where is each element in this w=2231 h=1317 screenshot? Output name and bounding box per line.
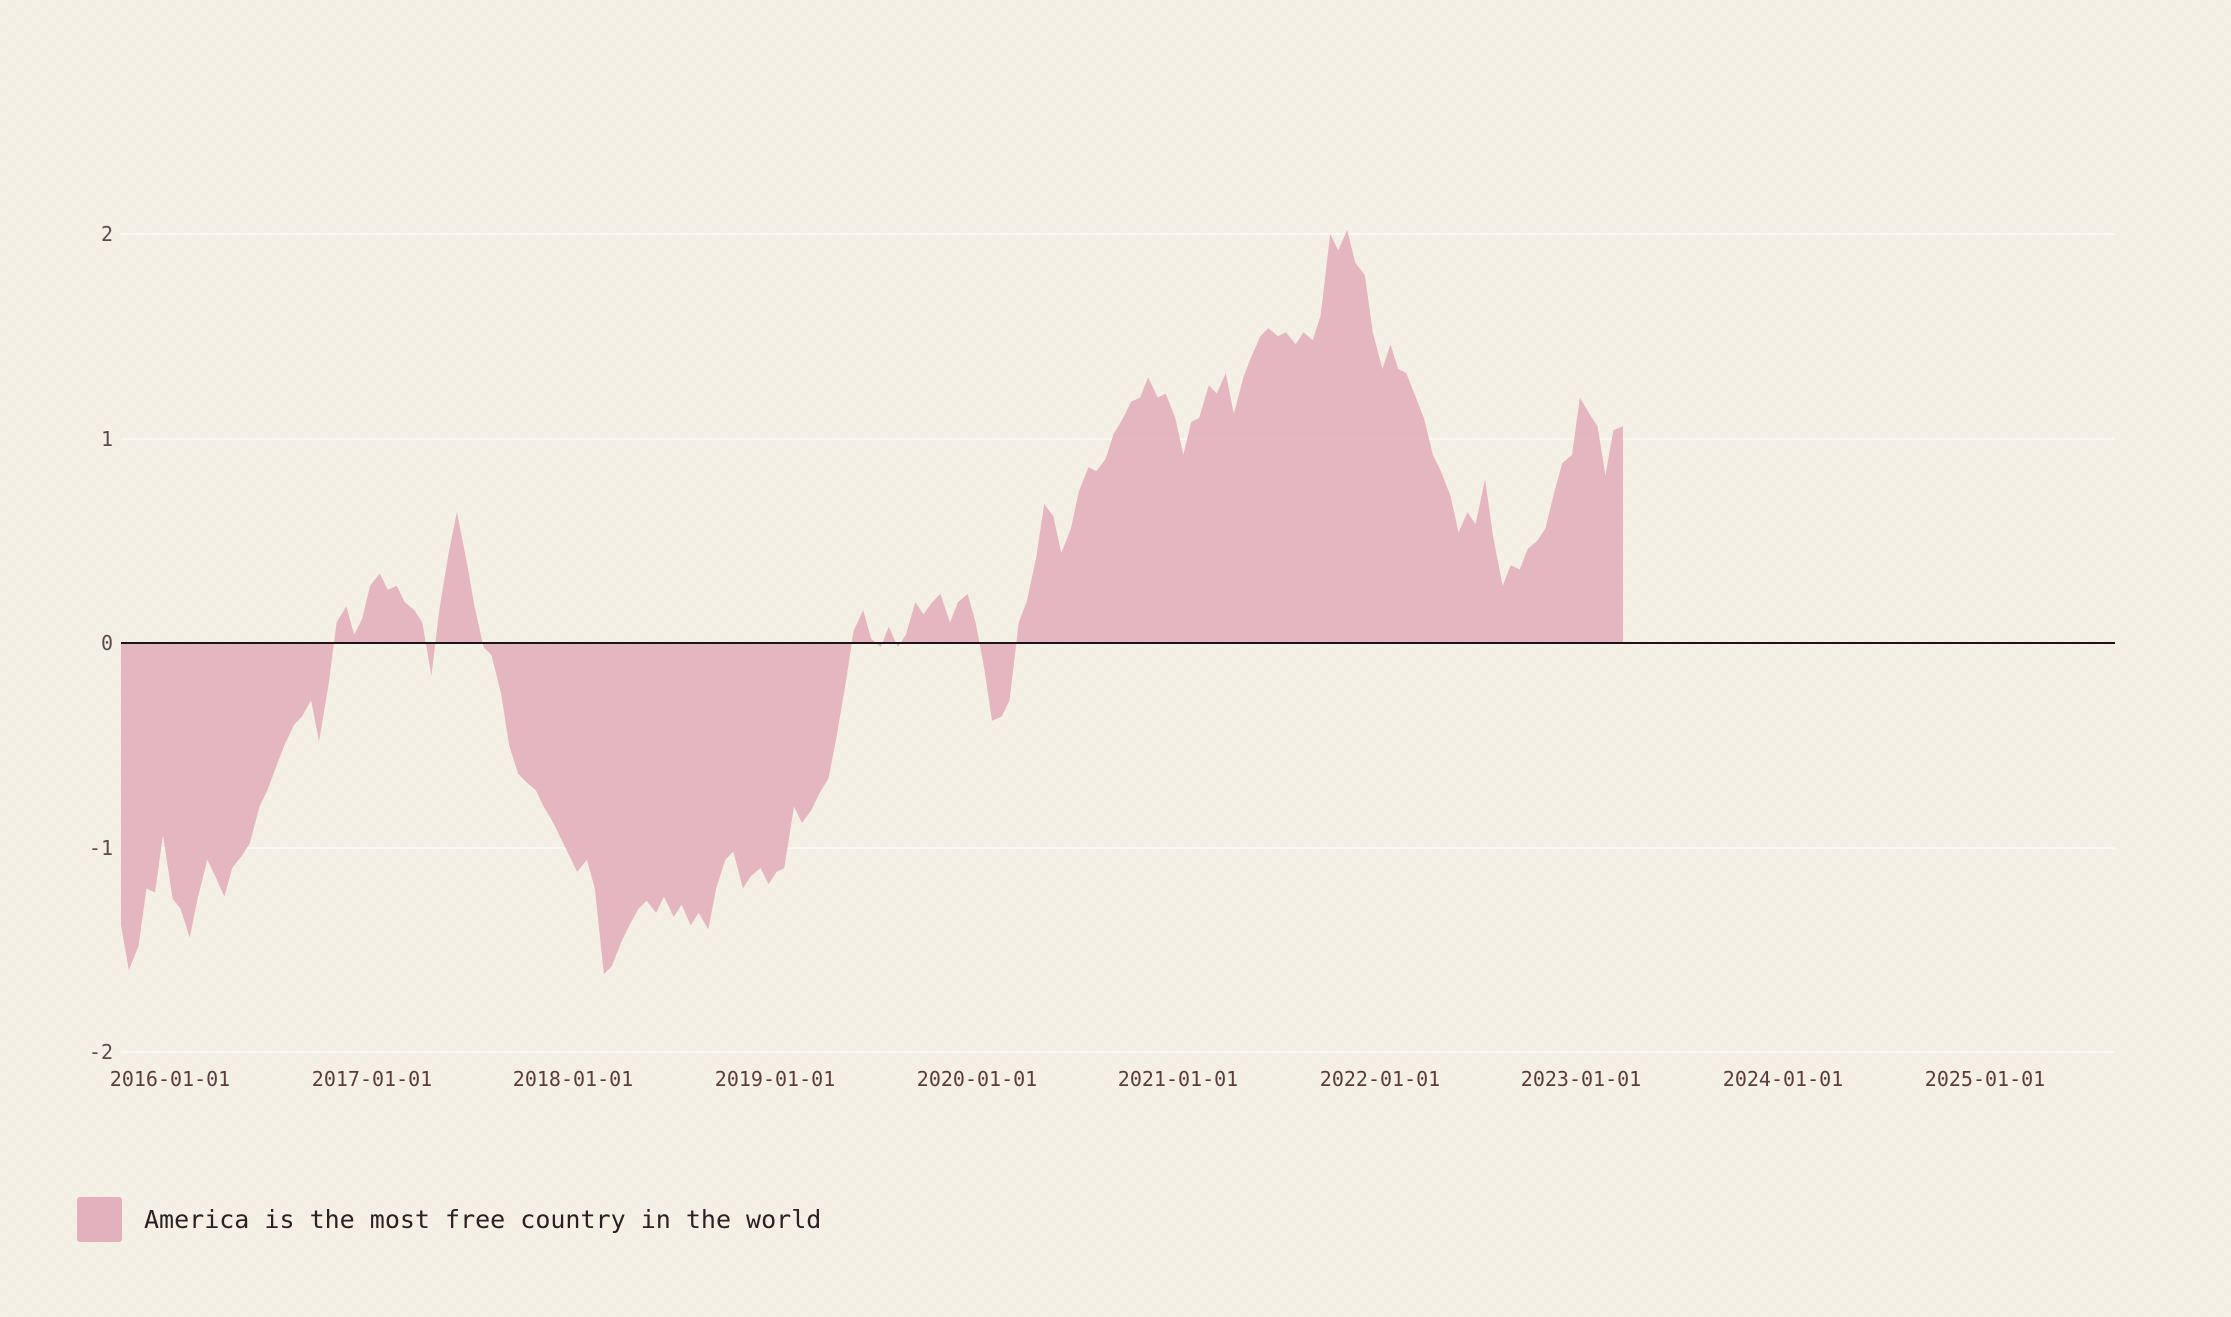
x-tick-label: 2016-01-01	[110, 1067, 230, 1091]
x-tick-label: 2021-01-01	[1118, 1067, 1238, 1091]
y-tick-label: -1	[89, 836, 113, 860]
x-axis-ticks: 2016-01-01 2017-01-01 2018-01-01 2019-01…	[110, 1067, 2045, 1091]
x-tick-label: 2023-01-01	[1521, 1067, 1641, 1091]
y-tick-label: 1	[101, 427, 113, 451]
x-tick-label: 2022-01-01	[1320, 1067, 1440, 1091]
legend: America is the most free country in the …	[77, 1197, 821, 1242]
x-tick-label: 2020-01-01	[917, 1067, 1037, 1091]
legend-swatch	[77, 1197, 122, 1242]
y-tick-label: 0	[101, 631, 113, 655]
x-tick-label: 2017-01-01	[312, 1067, 432, 1091]
legend-label: America is the most free country in the …	[144, 1205, 822, 1234]
x-tick-label: 2025-01-01	[1925, 1067, 2045, 1091]
x-tick-label: 2024-01-01	[1723, 1067, 1843, 1091]
x-tick-label: 2019-01-01	[715, 1067, 835, 1091]
y-tick-label: 2	[101, 222, 113, 246]
series-area	[121, 229, 1623, 975]
y-axis-ticks: 2 1 0 -1 -2	[89, 222, 113, 1064]
x-tick-label: 2018-01-01	[513, 1067, 633, 1091]
y-tick-label: -2	[89, 1040, 113, 1064]
